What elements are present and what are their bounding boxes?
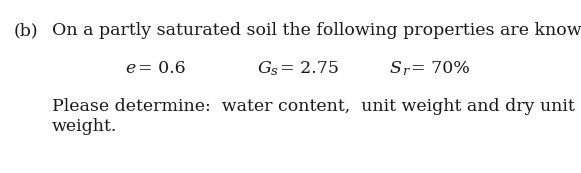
Text: (b): (b): [14, 22, 38, 39]
Text: e: e: [125, 60, 135, 77]
Text: weight.: weight.: [52, 118, 117, 135]
Text: Please determine:  water content,  unit weight and dry unit: Please determine: water content, unit we…: [52, 98, 575, 115]
Text: S: S: [390, 60, 402, 77]
Text: = 70%: = 70%: [411, 60, 470, 77]
Text: = 0.6: = 0.6: [138, 60, 185, 77]
Text: = 2.75: = 2.75: [280, 60, 339, 77]
Text: G: G: [258, 60, 272, 77]
Text: s: s: [271, 65, 278, 78]
Text: r: r: [402, 65, 408, 78]
Text: On a partly saturated soil the following properties are know:: On a partly saturated soil the following…: [52, 22, 581, 39]
